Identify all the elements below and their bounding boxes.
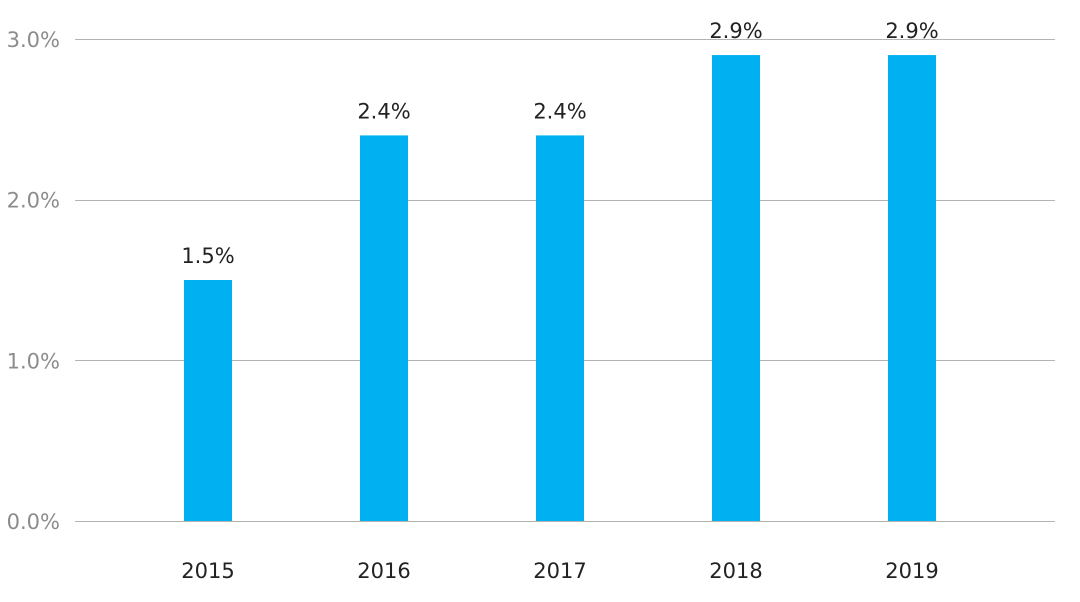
data-label-2015: 1.5% — [181, 244, 234, 268]
bars — [184, 55, 936, 522]
x-tick-label-2016: 2016 — [357, 559, 410, 583]
data-label-2018: 2.9% — [709, 19, 762, 43]
y-axis-tick-labels: 0.0% 1.0% 2.0% 3.0% — [7, 28, 60, 534]
bar-2018 — [712, 55, 760, 522]
y-tick-label-1: 1.0% — [7, 349, 60, 373]
bar-2017 — [536, 135, 584, 521]
x-tick-label-2019: 2019 — [885, 559, 938, 583]
data-labels: 1.5% 2.4% 2.4% 2.9% 2.9% — [181, 19, 938, 268]
y-tick-label-3: 3.0% — [7, 28, 60, 52]
x-tick-label-2015: 2015 — [181, 559, 234, 583]
data-label-2019: 2.9% — [885, 19, 938, 43]
data-label-2017: 2.4% — [533, 99, 586, 123]
bar-2015 — [184, 280, 232, 521]
x-axis-tick-labels: 2015 2016 2017 2018 2019 — [181, 559, 938, 583]
y-tick-label-0: 0.0% — [7, 510, 60, 534]
x-tick-label-2018: 2018 — [709, 559, 762, 583]
data-label-2016: 2.4% — [357, 99, 410, 123]
y-tick-label-2: 2.0% — [7, 189, 60, 213]
bar-2019 — [888, 55, 936, 522]
bar-2016 — [360, 135, 408, 521]
x-tick-label-2017: 2017 — [533, 559, 586, 583]
